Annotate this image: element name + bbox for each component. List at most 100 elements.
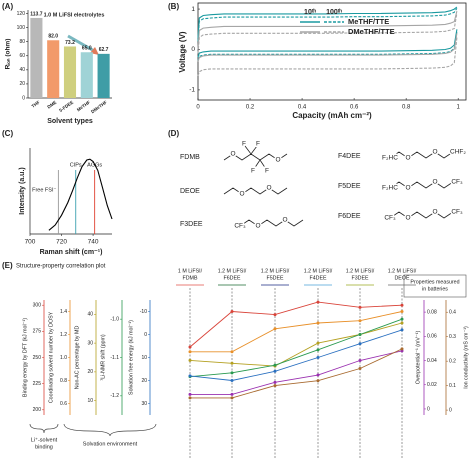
atom: CF₃: [451, 209, 463, 216]
y-tick-label: -1.1: [110, 355, 119, 361]
property-point: [316, 300, 320, 304]
atom: O: [230, 151, 235, 158]
property-point: [273, 313, 277, 317]
x-tick-label: 0.2: [246, 105, 255, 111]
atom: O: [255, 223, 260, 230]
y-tick-label: 0.8: [60, 378, 67, 384]
property-point: [273, 384, 277, 388]
y-tick-label: 225: [33, 381, 42, 387]
property-point: [358, 367, 362, 371]
axis-label: Overpotential⁻¹ (mV⁻¹): [415, 330, 421, 384]
x-axis-label: Capacity (mAh cm⁻²): [292, 111, 372, 120]
molecule-f5dee: F5DEE F₂HC O O CF₃: [338, 177, 465, 193]
y-tick-label: 20: [87, 369, 93, 375]
column-header: FDMB: [182, 275, 197, 281]
column-header: 1.2 M LiFSI/: [304, 268, 333, 274]
brace: [63, 423, 157, 437]
bar: [63, 46, 77, 98]
y-tick-label: 100: [17, 25, 26, 31]
property-point: [358, 319, 362, 323]
axis-label: Binding energy by DFT (kJ mol⁻¹): [22, 318, 28, 397]
bar: [47, 40, 60, 98]
trend-arrow: [67, 34, 97, 54]
property-line: [189, 318, 403, 378]
property-point: [188, 345, 192, 349]
bond: [239, 219, 304, 227]
property-point: [400, 303, 404, 307]
note-box: [403, 274, 467, 298]
property-line: [190, 350, 403, 395]
atom: CHF₂: [450, 149, 466, 156]
voltage-curve: [197, 10, 458, 50]
bar: [97, 53, 110, 98]
y-tick-label: 40: [87, 312, 93, 318]
value-label: 82.0: [48, 34, 58, 40]
x-tick-label: 0.4: [298, 105, 307, 111]
property-point: [230, 379, 234, 382]
y-tick-label: 0.08: [427, 309, 437, 315]
y-tick-label: 10: [87, 398, 93, 404]
y-tick-label: 0.4: [449, 310, 456, 316]
x-tick-label: 740: [88, 239, 99, 246]
axis-label: Non-AC percentage by MD: [74, 326, 80, 390]
x-tick-label: DMeTHF: [90, 100, 108, 115]
y-tick-label: 40: [19, 67, 25, 73]
property-point: [273, 380, 277, 384]
chart-title: 1.0 M LiFSI electrolytes: [44, 12, 105, 18]
y-axis-label: Rᵢₒₙ (ohm): [5, 39, 12, 70]
y-tick-label: 0.04: [427, 358, 437, 364]
bond: [223, 153, 288, 161]
x-axis-label: Raman shift (cm⁻¹): [40, 249, 103, 256]
y-tick-label: -1.2: [110, 393, 119, 399]
property-point: [316, 356, 320, 359]
property-point: [188, 358, 192, 362]
bond: [389, 181, 454, 189]
y-tick-label: 0: [191, 46, 195, 53]
property-point: [400, 328, 404, 332]
molecule-name: F4DEE: [338, 153, 361, 160]
molecule-f6dee: F6DEE CF₃ O O CF₃: [338, 207, 465, 223]
brace: [29, 423, 59, 434]
property-line: [189, 322, 403, 367]
property-point: [230, 310, 234, 313]
column-header: 1.2 M LiFSI/: [346, 268, 375, 274]
x-tick-label: 5-FDEE: [58, 100, 74, 113]
atom: O: [282, 217, 287, 224]
atom: O: [275, 157, 280, 164]
y-tick-label: -1: [189, 87, 195, 94]
panel-label: (D): [168, 129, 179, 138]
value-label: 113.7: [30, 11, 42, 17]
y-tick-label: 0.06: [427, 334, 437, 340]
bond: [253, 159, 267, 170]
panel-label: (C): [2, 129, 13, 138]
y-tick-label: 20: [19, 81, 25, 87]
atom: O: [405, 215, 410, 222]
axis-label: Ion conductivity (mS cm⁻¹): [463, 326, 469, 389]
molecule-f4dee: F4DEE F₂HC O O CHF₂: [338, 147, 468, 163]
property-point: [316, 373, 320, 377]
y-tick-label: -1.0: [110, 316, 119, 322]
property-line: [190, 311, 403, 353]
atom: O: [405, 155, 410, 162]
bar: [30, 17, 43, 98]
legend-header: 100ᵗʰ: [326, 9, 342, 16]
property-point: [273, 363, 277, 367]
property-point: [316, 348, 320, 352]
y-tick-label: 0: [427, 406, 430, 412]
property-point: [188, 374, 192, 378]
voltage-curve: [197, 33, 458, 62]
property-point: [316, 379, 320, 383]
property-point: [358, 342, 362, 346]
column-header: 1.2 M LiFSI/: [218, 268, 247, 274]
voltage-curve: [197, 13, 458, 54]
x-tick-label: 1: [457, 105, 461, 111]
molecule-name: F5DEE: [338, 183, 361, 190]
y-tick-label: 0.6: [60, 401, 67, 407]
y-tick-label: 0: [22, 95, 25, 101]
y-tick-label: 0.3: [449, 334, 456, 340]
property-line: [189, 329, 403, 381]
group-label: binding: [35, 444, 53, 450]
property-line: [189, 301, 403, 348]
atom: F: [265, 168, 269, 175]
y-tick-label: 0: [449, 407, 452, 413]
